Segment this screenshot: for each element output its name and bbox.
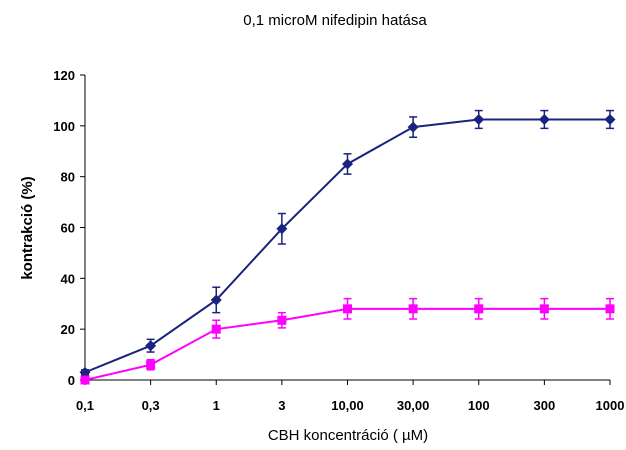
series-1 (80, 111, 616, 378)
data-point (539, 114, 550, 125)
data-point (409, 304, 418, 313)
series-layer (80, 111, 616, 385)
y-tick-label: 0 (68, 373, 75, 388)
data-point (277, 316, 286, 325)
x-tick-label: 1000 (596, 398, 625, 413)
data-point (212, 325, 221, 334)
y-tick-label: 20 (61, 322, 75, 337)
data-point (146, 360, 155, 369)
data-point (540, 304, 549, 313)
y-tick-label: 40 (61, 271, 75, 286)
y-axis-label: kontrakció (%) (19, 176, 36, 279)
x-tick-label: 0,3 (142, 398, 160, 413)
y-tick-label: 120 (53, 68, 75, 83)
x-tick-label: 300 (534, 398, 556, 413)
data-point (81, 376, 90, 385)
data-point (606, 304, 615, 313)
x-axis-label: CBH koncentráció ( µM) (268, 427, 428, 444)
x-tick-label: 10,00 (331, 398, 364, 413)
x-tick-label: 3 (278, 398, 285, 413)
y-tick-label: 80 (61, 170, 75, 185)
series-2 (81, 299, 615, 385)
x-tick-label: 30,00 (397, 398, 430, 413)
data-point (408, 122, 419, 133)
data-point (473, 114, 484, 125)
y-tick-label: 60 (61, 221, 75, 236)
data-point (343, 304, 352, 313)
data-point (474, 304, 483, 313)
x-tick-label: 100 (468, 398, 490, 413)
x-tick-label: 0,1 (76, 398, 94, 413)
x-tick-label: 1 (213, 398, 220, 413)
chart-title: 0,1 microM nifedipin hatása (243, 12, 427, 29)
data-point (605, 114, 616, 125)
y-tick-label: 100 (53, 119, 75, 134)
